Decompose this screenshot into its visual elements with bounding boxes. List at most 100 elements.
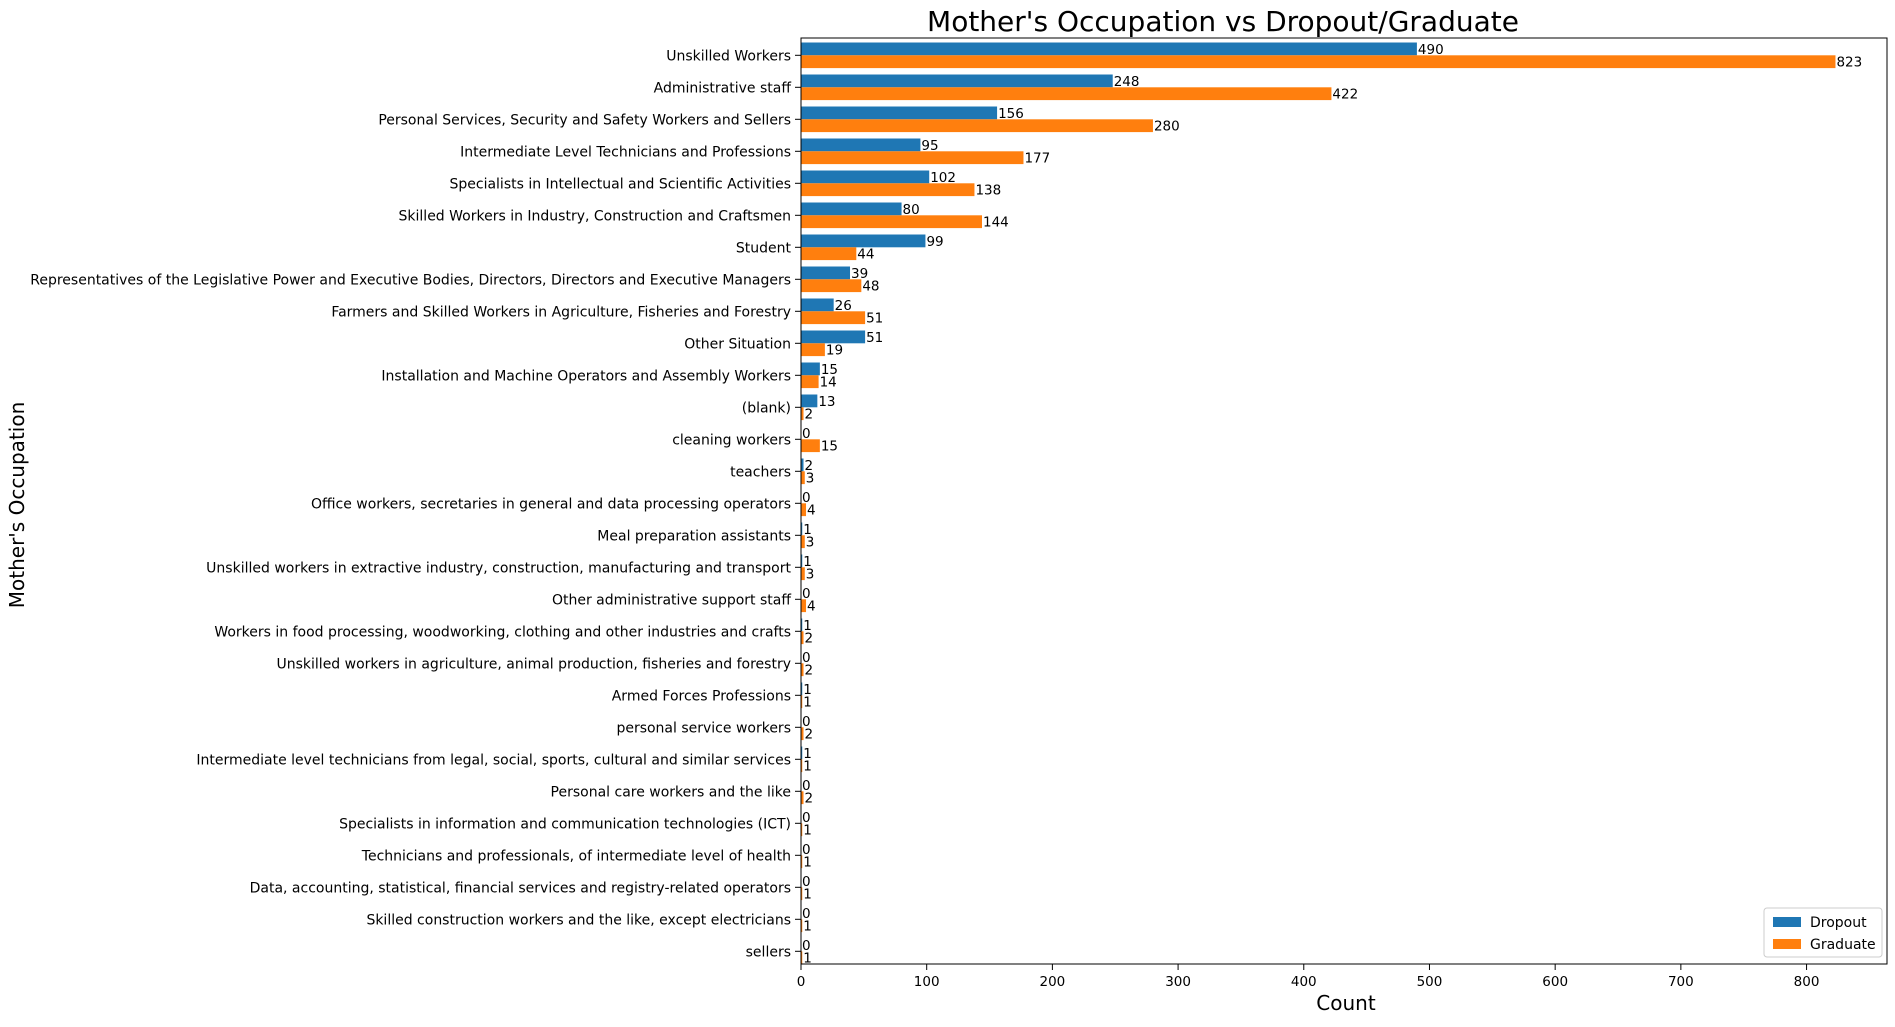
bar-value-label: 156 — [998, 106, 1024, 122]
bar-graduate — [801, 663, 804, 677]
bar-dropout — [801, 42, 1417, 56]
bar-graduate — [801, 87, 1332, 101]
x-tick-label: 300 — [1165, 974, 1191, 990]
legend: Dropout Graduate — [1763, 907, 1883, 958]
plot-frame — [800, 37, 1888, 965]
bar-value-label: 1 — [803, 695, 812, 711]
bar-value-label: 0 — [802, 938, 811, 954]
bar-value-label: 3 — [806, 567, 815, 583]
bar-graduate — [801, 855, 803, 869]
bar-graduate — [801, 535, 805, 549]
bar-value-label: 44 — [857, 247, 874, 263]
bar-graduate — [801, 791, 804, 805]
bar-value-label: 2 — [805, 663, 814, 679]
bar-graduate — [801, 151, 1024, 165]
y-axis-label: Mother's Occupation — [5, 402, 29, 608]
bar-value-label: 177 — [1024, 151, 1050, 167]
bar-graduate — [801, 279, 862, 293]
bar-graduate — [801, 407, 804, 421]
bar-graduate — [801, 439, 820, 453]
bar-dropout — [801, 522, 803, 536]
bar-graduate — [801, 951, 803, 965]
y-tick-label: Farmers and Skilled Workers in Agricultu… — [331, 304, 791, 320]
bar-value-label: 280 — [1154, 119, 1180, 135]
bar-value-label: 2 — [805, 791, 814, 807]
bar-dropout — [801, 330, 866, 344]
bar-graduate — [801, 631, 804, 645]
bar-value-label: 144 — [983, 215, 1009, 231]
bar-value-label: 4 — [807, 599, 816, 615]
bar-value-label: 15 — [821, 362, 838, 378]
bar-graduate — [801, 247, 857, 261]
bar-value-label: 1 — [803, 554, 812, 570]
bar-value-label: 2 — [805, 631, 814, 647]
bar-value-label: 48 — [862, 279, 879, 295]
bar-value-label: 80 — [903, 202, 920, 218]
bar-value-label: 1 — [803, 522, 812, 538]
bar-graduate — [801, 567, 805, 581]
y-tick-label: Specialists in Intellectual and Scientif… — [449, 176, 791, 192]
bar-value-label: 0 — [802, 874, 811, 890]
bar-dropout — [801, 234, 926, 248]
bar-value-label: 1 — [803, 951, 812, 967]
bar-graduate — [801, 887, 803, 901]
bar-graduate — [801, 183, 975, 197]
y-tick-label: Personal care workers and the like — [551, 784, 791, 800]
y-tick-label: Other administrative support staff — [552, 592, 791, 608]
bar-graduate — [801, 343, 825, 357]
y-tick-label: Skilled construction workers and the lik… — [366, 912, 791, 928]
bar-graduate — [801, 759, 803, 773]
bar-graduate — [801, 919, 803, 933]
y-tick-label: Unskilled workers in agriculture, animal… — [277, 656, 792, 672]
bar-value-label: 138 — [975, 183, 1001, 199]
x-tick-label: 700 — [1668, 974, 1694, 990]
y-tick-label: Workers in food processing, woodworking,… — [214, 624, 791, 640]
x-tick-label: 800 — [1794, 974, 1820, 990]
bar-value-label: 1 — [803, 759, 812, 775]
bar-value-label: 51 — [866, 330, 883, 346]
x-tick-label: 200 — [1039, 974, 1065, 990]
x-tick-label: 600 — [1542, 974, 1568, 990]
bar-dropout — [801, 458, 804, 472]
chart-title: Mother's Occupation vs Dropout/Graduate — [927, 5, 1519, 38]
bar-value-label: 422 — [1332, 87, 1358, 103]
bar-graduate — [801, 695, 803, 709]
bar-value-label: 14 — [820, 375, 837, 391]
bar-value-label: 823 — [1836, 55, 1862, 71]
bar-value-label: 99 — [926, 234, 943, 250]
bar-graduate — [801, 599, 807, 613]
y-tick-label: Skilled Workers in Industry, Constructio… — [399, 208, 791, 224]
legend-swatch-graduate — [1773, 939, 1801, 949]
bar-value-label: 0 — [802, 714, 811, 730]
y-tick-label: Other Situation — [684, 336, 791, 352]
bar-dropout — [801, 202, 902, 216]
bar-graduate — [801, 215, 982, 229]
bar-value-label: 490 — [1418, 42, 1444, 58]
x-tick-label: 0 — [797, 974, 806, 990]
y-tick-label: Meal preparation assistants — [597, 528, 791, 544]
bar-value-label: 0 — [802, 906, 811, 922]
y-tick-label: Specialists in information and communica… — [339, 816, 791, 832]
bar-value-label: 0 — [802, 650, 811, 666]
y-tick-label: Data, accounting, statistical, financial… — [250, 880, 791, 896]
bar-value-label: 2 — [805, 727, 814, 743]
bar-dropout — [801, 74, 1113, 88]
x-axis-label: Count — [1316, 991, 1376, 1015]
bar-value-label: 1 — [803, 919, 812, 935]
y-tick-label: Intermediate level technicians from lega… — [196, 752, 791, 768]
bar-value-label: 39 — [851, 266, 868, 282]
y-tick-label: Technicians and professionals, of interm… — [361, 848, 791, 864]
x-tick-label: 500 — [1417, 974, 1443, 990]
y-tick-label: Unskilled Workers — [666, 48, 791, 64]
bar-dropout — [801, 138, 921, 152]
legend-label: Graduate — [1810, 937, 1876, 953]
bar-graduate — [801, 311, 866, 325]
y-tick-label: teachers — [730, 464, 791, 480]
bar-value-label: 102 — [930, 170, 956, 186]
bar-dropout — [801, 170, 930, 184]
bar-value-label: 1 — [803, 746, 812, 762]
bar-dropout — [801, 746, 803, 760]
bar-value-label: 3 — [806, 535, 815, 551]
